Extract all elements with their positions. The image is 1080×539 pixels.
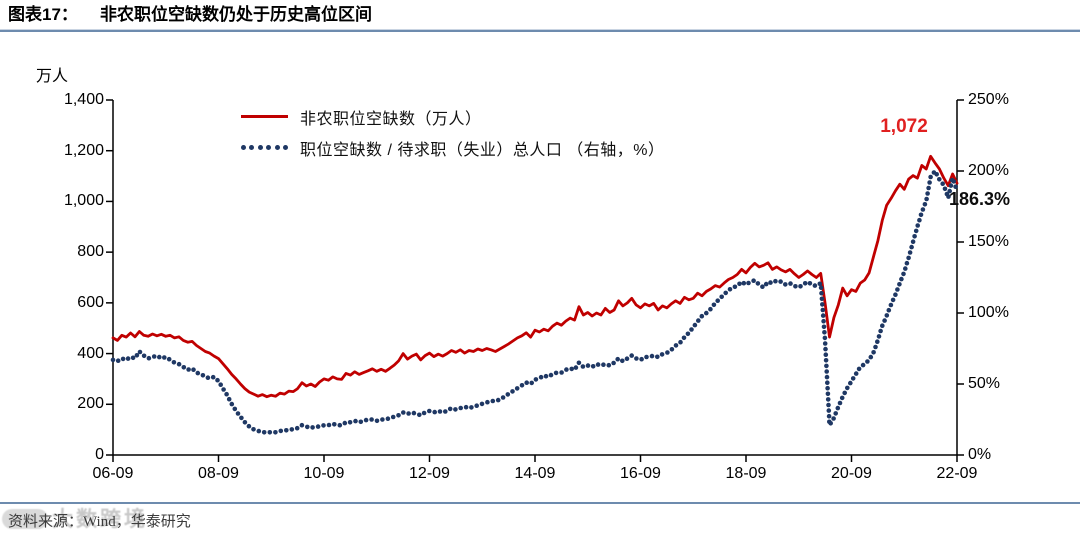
legend-label-openings: 非农职位空缺数（万人） <box>300 110 482 128</box>
x-tick-label: 10-09 <box>303 465 345 482</box>
x-tick-label: 18-09 <box>725 465 767 482</box>
watermark: 大数跨境 <box>2 503 148 533</box>
y-left-tick-label: 800 <box>77 243 104 261</box>
watermark-text: 大数跨境 <box>52 508 148 531</box>
y-left-tick-label: 1,400 <box>63 91 104 108</box>
series-openings-line <box>111 154 959 399</box>
chart-legend: 非农职位空缺数（万人） 职位空缺数 / 待求职（失业）总人口 （右轴，%） <box>241 101 665 163</box>
y-left-tick-label: 0 <box>95 446 104 463</box>
y-left-tick-label: 200 <box>77 395 104 413</box>
y-right-tick-label: 50% <box>968 375 1001 392</box>
x-tick-label: 12-09 <box>409 465 450 482</box>
x-tick-label: 08-09 <box>198 465 239 482</box>
x-tick-label: 20-09 <box>831 465 872 482</box>
page-title: 非农职位空缺数仍处于历史高位区间 <box>100 5 372 24</box>
series-ratio-dots <box>110 170 958 435</box>
title-divider <box>0 29 1080 32</box>
footer-divider <box>0 502 1080 504</box>
y-left-tick-label: 1,000 <box>63 192 104 210</box>
x-tick-label: 14-09 <box>514 465 556 482</box>
data-label-openings-latest: 1,072 <box>880 116 928 137</box>
y-right-tick-label: 250% <box>968 91 1009 108</box>
watermark-logo-icon <box>2 509 48 529</box>
chart-title-bar: 图表17： 非农职位空缺数仍处于历史高位区间 <box>0 0 1080 30</box>
y-right-tick-label: 100% <box>968 304 1009 321</box>
y-left-tick-label: 600 <box>77 293 104 311</box>
x-tick-label: 22-09 <box>936 465 978 482</box>
chart-number: 图表17： <box>8 5 78 24</box>
data-label-ratio-latest: 186.3% <box>949 189 1011 209</box>
legend-label-ratio: 职位空缺数 / 待求职（失业）总人口 （右轴，%） <box>300 141 665 159</box>
source-note: 资料来源：Wind，华泰研究 <box>8 514 191 530</box>
left-axis-unit-label: 万人 <box>36 68 69 85</box>
x-tick-label: 16-09 <box>620 465 661 482</box>
y-right-tick-label: 0% <box>968 446 992 463</box>
legend-item-openings: 非农职位空缺数（万人） <box>241 101 665 132</box>
x-tick-label: 06-09 <box>92 465 134 482</box>
red-line-swatch-icon <box>241 115 288 118</box>
y-left-tick-label: 400 <box>77 344 104 362</box>
legend-item-ratio: 职位空缺数 / 待求职（失业）总人口 （右轴，%） <box>241 132 665 163</box>
y-right-tick-label: 200% <box>968 162 1009 179</box>
navy-dotted-swatch-icon <box>241 145 288 150</box>
y-right-tick-label: 150% <box>968 233 1009 250</box>
y-left-tick-label: 1,200 <box>63 141 104 159</box>
